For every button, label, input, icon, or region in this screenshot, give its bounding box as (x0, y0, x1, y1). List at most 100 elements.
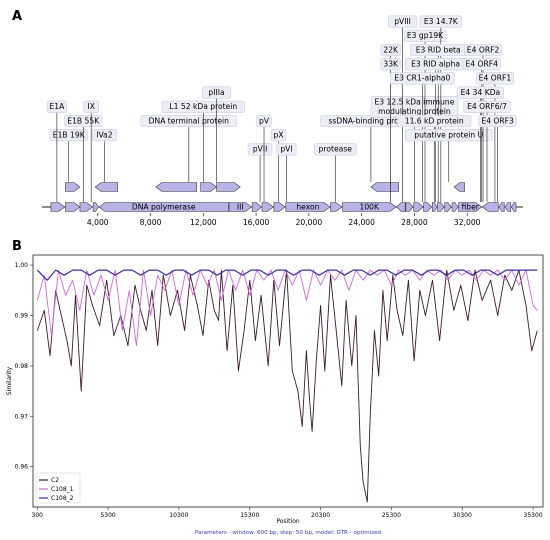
x-tick-label-0: 300 (32, 512, 44, 519)
label-box-22 (389, 72, 455, 85)
gene-10 (330, 202, 343, 212)
upper-gene-5 (155, 182, 198, 192)
gene-label-0: E1B 19K (53, 130, 86, 139)
x-tick-label-2: 10300 (169, 512, 188, 519)
label-box-8 (247, 143, 273, 156)
x-tick-label-5: 25300 (382, 512, 401, 519)
panel-a-label: A (12, 9, 22, 24)
upper-gene-7 (216, 182, 241, 192)
legend-label-C108_2: C108_2 (51, 495, 74, 502)
legend: C2 C108_1 C108_2 (35, 472, 81, 504)
label-box-1 (92, 129, 117, 142)
label-box-5 (140, 114, 238, 128)
gene-18 (444, 202, 452, 212)
panel-b-label: B (12, 239, 22, 254)
gene-16 (431, 202, 438, 212)
gene-3 (92, 202, 99, 212)
label-box-25 (464, 43, 503, 57)
gene-label-5: DNA terminal protein (149, 116, 229, 125)
label-box-23 (397, 114, 472, 128)
label-box-30 (478, 114, 517, 128)
gene-label-14: modulating protein (378, 107, 451, 116)
gene-label-8: pVII (253, 145, 268, 154)
y-axis-label: Similarity (6, 366, 13, 395)
label-box-0 (49, 129, 88, 142)
x-tick-label-3: 15300 (240, 512, 259, 519)
similarity-plot: 0.96 0.97 0.98 0.99 1.00 300 5300 10300 15300 203… (15, 254, 544, 519)
y-tick-label-3: 0.99 (15, 312, 29, 319)
series-line-C108_1 (36, 269, 538, 347)
gene-17 (437, 202, 445, 212)
label-box-26 (462, 58, 501, 71)
label-box-16 (380, 58, 401, 71)
label-box-28 (456, 86, 504, 99)
gene-0 (50, 202, 66, 212)
gene-label-17: pVIII (394, 17, 411, 26)
x-tick-label-4: 20300 (311, 512, 330, 519)
gene-label-21: E3 RID alpha (411, 59, 460, 68)
label-box-15 (380, 43, 401, 57)
label-box-19 (419, 15, 463, 28)
series-line-C108_2 (36, 269, 538, 281)
label-box-18 (403, 29, 447, 42)
genome-tick-label-3: 16,000 (243, 218, 270, 227)
x-axis-label: Position (276, 518, 300, 525)
gene-label-27: E4 ORF1 (479, 74, 512, 83)
gene-label-7: pIIIa (208, 88, 224, 97)
gene-12 (396, 202, 406, 212)
gene-20 (458, 202, 483, 212)
label-box-29 (463, 100, 511, 113)
gene-7 (261, 202, 274, 212)
gene-1 (65, 202, 81, 212)
gene-label-3: E1B 55K (67, 116, 100, 125)
gene-2 (79, 202, 93, 212)
label-box-4 (83, 100, 99, 113)
label-box-10 (270, 129, 287, 142)
gene-label-28: E4 34 KDa (461, 88, 501, 97)
gene-22 (498, 202, 505, 212)
gene-24 (511, 202, 517, 212)
gene-label-4: IX (87, 102, 94, 111)
genome-tick-label-6: 28,000 (401, 218, 428, 227)
y-tick-label-2: 0.98 (15, 363, 29, 370)
gene-label-22: E3 CR1-alpha0 (394, 74, 450, 83)
genome-tick-label-1: 8,000 (140, 218, 162, 227)
gene-9-label: hexon (296, 203, 319, 212)
y-tick-label-4: 1.00 (15, 262, 29, 269)
upper-gene-0 (65, 182, 81, 192)
genome-map: DNA polymerase III hexon 100K fiber E1B 19K IV… (42, 15, 523, 227)
upper-gene-1 (94, 182, 118, 192)
gene-4 (98, 202, 229, 212)
gene-label-15: 22K (383, 45, 399, 54)
upper-gene-6 (200, 182, 218, 192)
gene-label-6: L1 52 kDa protein (169, 102, 237, 111)
gene-label-23: 11.6 kD protein (405, 116, 464, 125)
gene-23 (504, 202, 512, 212)
gene-5-label: III (237, 203, 244, 212)
gene-label-1: IVa2 (96, 130, 112, 139)
gene-label-13: ssDNA-binding protein (328, 116, 413, 125)
y-tick-label-1: 0.97 (15, 413, 29, 420)
gene-label-14: E3 12.5 kDa immune (374, 97, 454, 106)
gene-label-16: 33K (383, 59, 399, 68)
gene-11 (342, 202, 397, 212)
gene-label-25: E4 ORF2 (467, 45, 500, 54)
gene-label-2: E1A (49, 102, 65, 111)
label-box-7 (201, 86, 232, 99)
gene-label-30: E4 ORF3 (481, 116, 514, 125)
label-box-17 (388, 15, 418, 28)
gene-14 (413, 202, 424, 212)
gene-21 (481, 202, 499, 212)
gene-label-24: putative protein U (414, 130, 483, 139)
gene-15 (423, 202, 433, 212)
x-tick-label-7: 35300 (524, 512, 543, 519)
genome-tick-label-7: 32,000 (454, 218, 481, 227)
label-box-24 (404, 129, 493, 142)
parameters-caption: Parameters - window: 600 bp, step: 50 bp… (195, 530, 382, 536)
x-tick-label-1: 5300 (100, 512, 115, 519)
gene-9 (285, 202, 331, 212)
gene-label-19: E3 14.7K (424, 17, 459, 26)
label-box-3 (64, 114, 103, 128)
label-box-6 (161, 100, 245, 113)
